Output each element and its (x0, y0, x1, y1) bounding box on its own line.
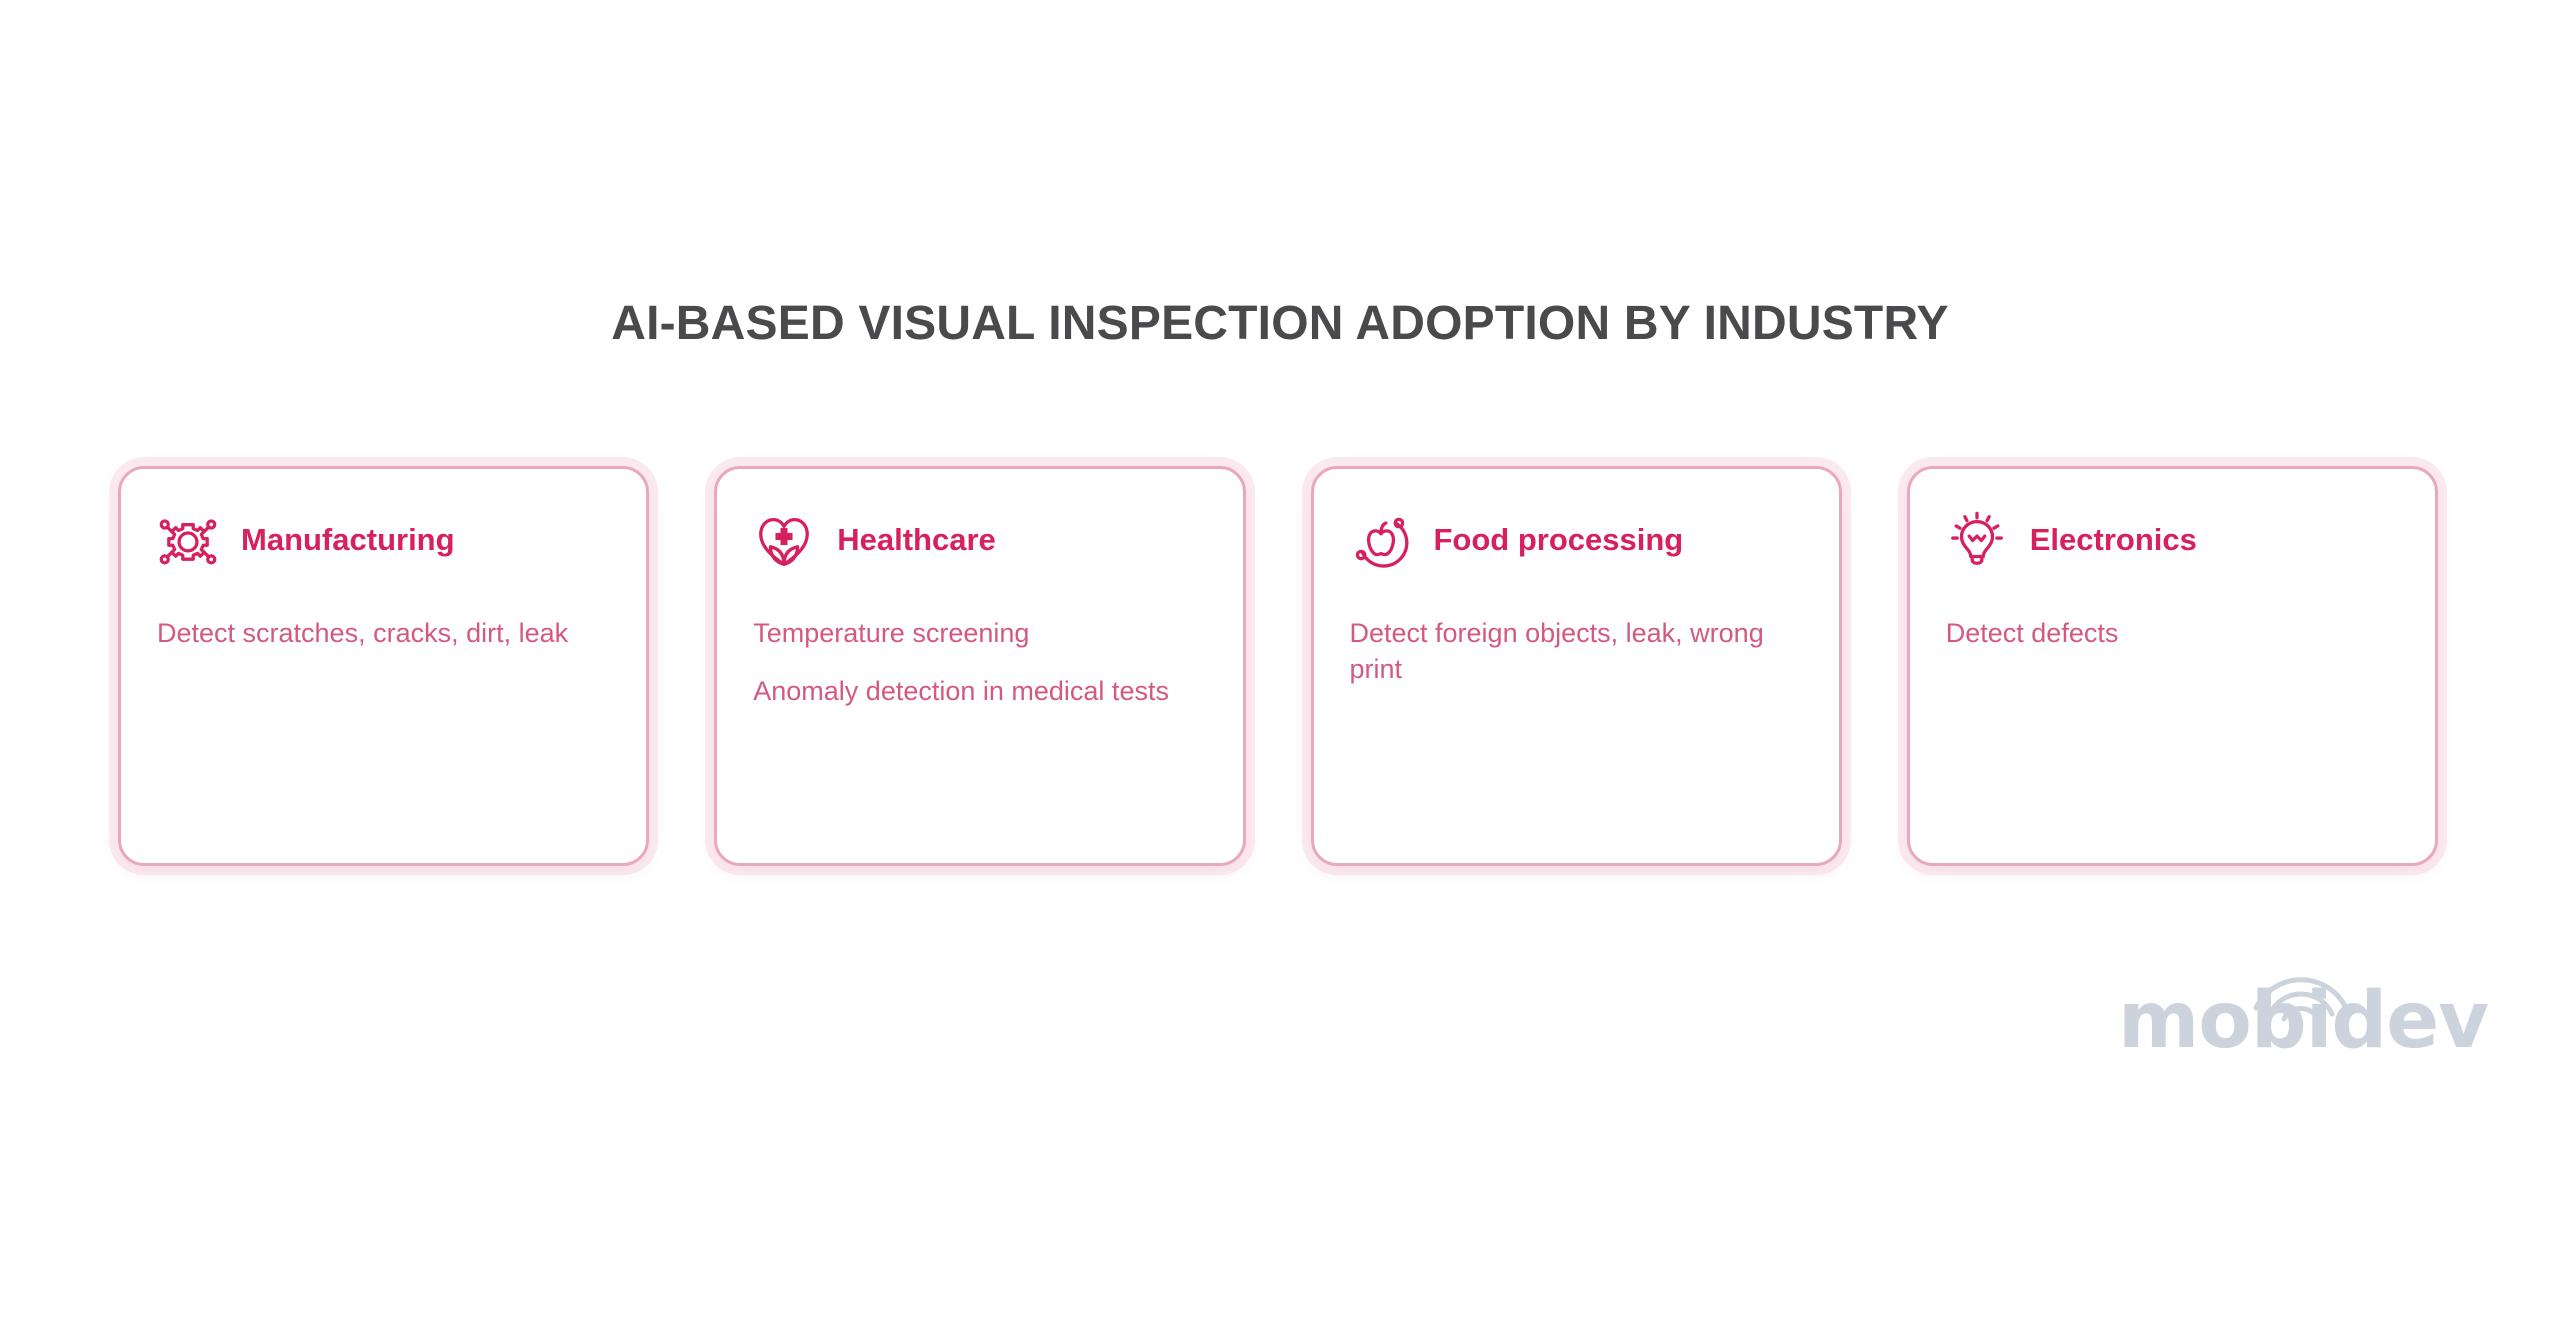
industry-card-healthcare[interactable]: Healthcare Temperature screening Anomaly… (714, 466, 1246, 866)
industry-card-manufacturing[interactable]: Manufacturing Detect scratches, cracks, … (118, 466, 650, 866)
card-header: Food processing (1350, 503, 1803, 577)
card-body: Detect foreign objects, leak, wrong prin… (1350, 615, 1803, 687)
card-line: Detect scratches, cracks, dirt, leak (157, 618, 569, 648)
logo-wordmark: mobidev (2118, 976, 2489, 1066)
card-line: Detect defects (1945, 618, 2119, 648)
card-title: Healthcare (837, 521, 996, 557)
card-header: Electronics (1946, 503, 2399, 577)
card-title: Electronics (2029, 521, 2197, 557)
card-line: Detect foreign objects, leak, wrong prin… (1349, 618, 1764, 685)
wifi-arcs-icon (2253, 977, 2349, 1022)
card-body: Detect defects (1946, 615, 2399, 651)
card-header: Manufacturing (157, 503, 610, 577)
card-title: Food processing (1433, 521, 1684, 557)
page-title: AI-BASED VISUAL INSPECTION ADOPTION BY I… (611, 297, 1949, 350)
lightbulb-icon (1950, 511, 2003, 565)
heart-medical-cross-leaf-icon (759, 518, 810, 566)
card-body: Temperature screening Anomaly detection … (753, 615, 1206, 709)
card-line: Temperature screening (753, 618, 1030, 648)
industry-card-electronics[interactable]: Electronics Detect defects (1906, 466, 2438, 866)
card-line: Anomaly detection in medical tests (753, 676, 1169, 707)
mobidev-logo: mobidev (2118, 962, 2489, 1072)
industry-card-food-processing[interactable]: Food processing Detect foreign objects, … (1310, 466, 1842, 866)
gear-network-icon (159, 519, 217, 565)
card-title: Manufacturing (241, 521, 455, 557)
apple-orbit-icon (1355, 517, 1408, 568)
card-header: Healthcare (753, 503, 1206, 577)
card-body: Detect scratches, cracks, dirt, leak (157, 615, 610, 651)
industry-cards-row: Manufacturing Detect scratches, cracks, … (118, 466, 2438, 876)
